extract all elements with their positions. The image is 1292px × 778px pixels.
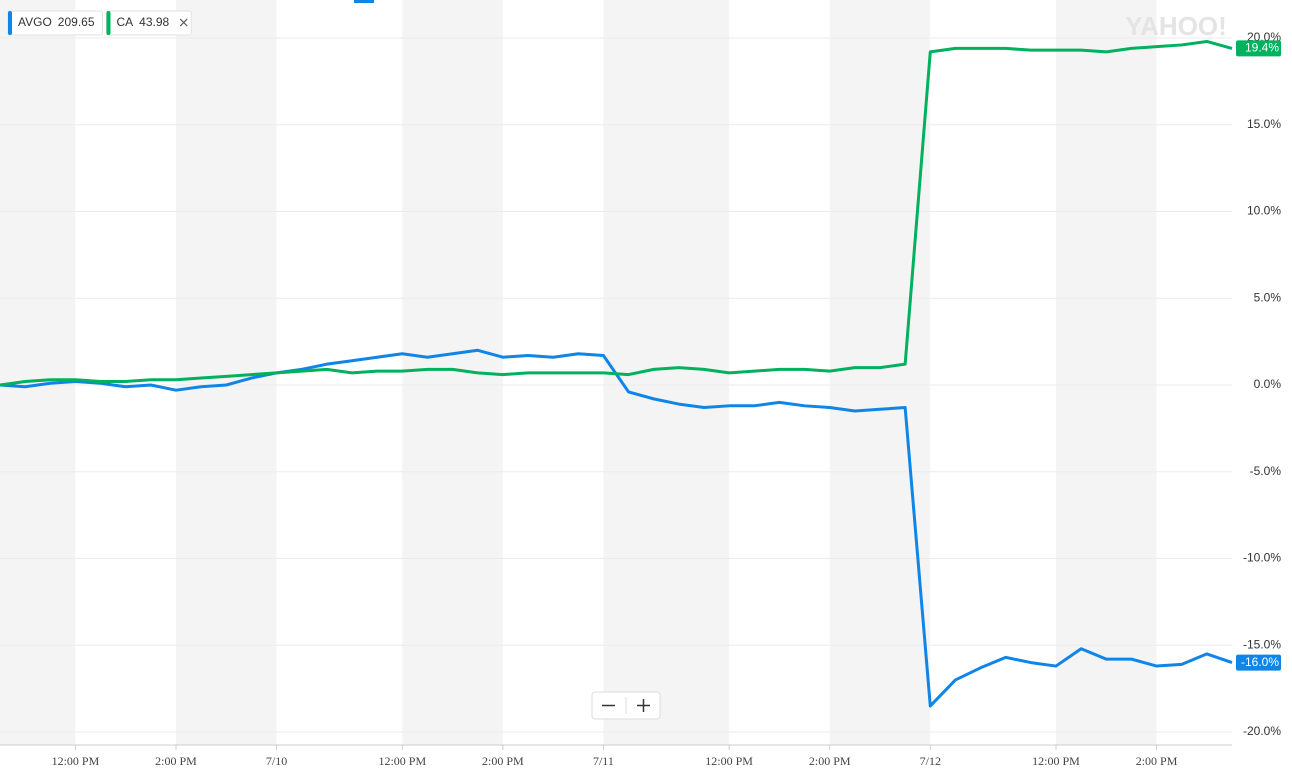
stripe bbox=[75, 0, 176, 745]
y-tick-label: 10.0% bbox=[1247, 204, 1281, 218]
x-tick-label: 2:00 PM bbox=[155, 754, 197, 768]
y-tick-label: -15.0% bbox=[1243, 637, 1281, 651]
legend-swatch bbox=[8, 11, 12, 35]
x-tick-label: 2:00 PM bbox=[482, 754, 524, 768]
x-tick-label: 7/11 bbox=[593, 754, 614, 768]
y-tick-label: 5.0% bbox=[1254, 290, 1282, 304]
y-tick-label: -10.0% bbox=[1243, 551, 1281, 565]
stripe bbox=[829, 0, 931, 745]
x-tick-label: 12:00 PM bbox=[1032, 754, 1080, 768]
legend-swatch bbox=[106, 11, 111, 35]
x-tick-label: 12:00 PM bbox=[378, 754, 426, 768]
end-label: -16.0% bbox=[1241, 655, 1279, 669]
zoom-controls bbox=[591, 691, 661, 720]
x-tick-label: 7/12 bbox=[920, 754, 941, 768]
x-tick-label: 12:00 PM bbox=[52, 754, 100, 768]
y-tick-label: -20.0% bbox=[1243, 724, 1281, 738]
stripe bbox=[176, 0, 277, 745]
x-tick-label: 2:00 PM bbox=[1136, 754, 1178, 768]
x-tick-label: 2:00 PM bbox=[809, 754, 851, 768]
stripe bbox=[1056, 0, 1157, 745]
stripe bbox=[1156, 0, 1232, 745]
range-indicator bbox=[354, 0, 374, 3]
stripe bbox=[0, 0, 76, 745]
watermark: YAHOO! bbox=[1125, 11, 1227, 41]
stripe bbox=[930, 0, 1056, 745]
y-tick-label: 15.0% bbox=[1247, 117, 1281, 131]
end-label-box bbox=[1236, 40, 1281, 57]
legend-item: AVGO 209.65 bbox=[7, 10, 103, 36]
legend-price: 209.65 bbox=[58, 15, 95, 29]
end-label-box bbox=[1236, 654, 1281, 671]
legend-price: 43.98 bbox=[139, 15, 169, 29]
legend-item: CA 43.98 bbox=[106, 10, 192, 36]
x-tick-label: 12:00 PM bbox=[705, 754, 753, 768]
y-tick-label: 0.0% bbox=[1254, 377, 1282, 391]
legend-close[interactable] bbox=[179, 18, 188, 27]
legend-name: CA bbox=[117, 15, 134, 29]
stripe bbox=[603, 0, 730, 745]
y-tick-label: -5.0% bbox=[1250, 464, 1282, 478]
series-line bbox=[0, 39, 1233, 387]
legend-name: AVGO bbox=[18, 15, 52, 29]
end-label: 19.4% bbox=[1245, 41, 1279, 55]
x-tick-label: 7/10 bbox=[266, 754, 287, 768]
